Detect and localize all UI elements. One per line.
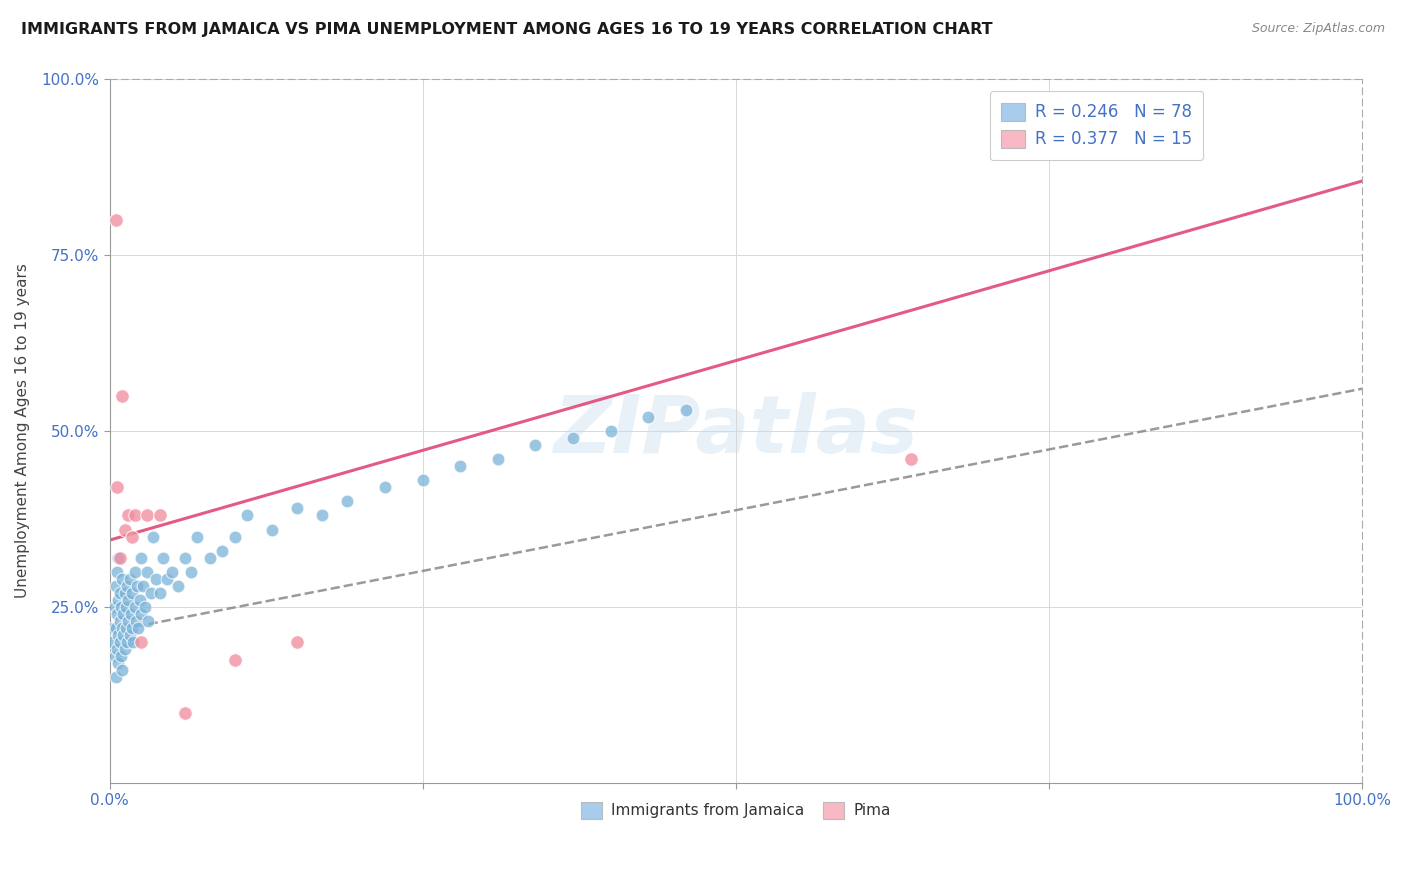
Point (117, 614, 139, 628)
Point (124, 600, 146, 615)
Point (198, 550, 221, 565)
Point (112, 607, 135, 621)
Text: Source: ZipAtlas.com: Source: ZipAtlas.com (1251, 22, 1385, 36)
Text: IMMIGRANTS FROM JAMAICA VS PIMA UNEMPLOYMENT AMONG AGES 16 TO 19 YEARS CORRELATI: IMMIGRANTS FROM JAMAICA VS PIMA UNEMPLOY… (21, 22, 993, 37)
Point (236, 508, 259, 523)
Point (374, 480, 396, 494)
Point (145, 572, 167, 586)
Point (127, 621, 149, 635)
Point (124, 508, 146, 523)
Point (103, 649, 125, 664)
Point (103, 600, 125, 615)
Point (124, 565, 146, 579)
Point (125, 579, 148, 593)
Point (105, 607, 128, 621)
Point (167, 579, 190, 593)
Point (599, 424, 621, 438)
Point (104, 621, 127, 635)
Point (121, 586, 143, 600)
Legend: Immigrants from Jamaica, Pima: Immigrants from Jamaica, Pima (575, 796, 897, 825)
Point (108, 635, 131, 649)
Text: ZIPatlas: ZIPatlas (554, 392, 918, 470)
Point (111, 389, 134, 403)
Point (561, 431, 583, 445)
Point (139, 586, 162, 600)
Point (112, 628, 135, 642)
Point (114, 523, 136, 537)
Point (173, 550, 195, 565)
Point (101, 635, 124, 649)
Point (105, 642, 128, 657)
Point (103, 621, 125, 635)
Point (211, 543, 233, 558)
Point (129, 550, 152, 565)
Point (110, 649, 132, 664)
Point (117, 508, 139, 523)
Point (186, 530, 208, 544)
Point (152, 550, 174, 565)
Point (336, 494, 359, 508)
Point (104, 212, 127, 227)
Point (104, 579, 127, 593)
Point (107, 593, 129, 607)
Point (114, 600, 136, 615)
Point (132, 579, 155, 593)
Point (142, 530, 165, 544)
Point (108, 586, 131, 600)
Point (111, 621, 134, 635)
Point (125, 614, 148, 628)
Point (128, 593, 150, 607)
Point (287, 635, 309, 649)
Point (138, 614, 160, 628)
Y-axis label: Unemployment Among Ages 16 to 19 years: Unemployment Among Ages 16 to 19 years (15, 263, 30, 599)
Point (107, 657, 129, 671)
Point (105, 480, 128, 494)
Point (111, 664, 134, 678)
Point (224, 653, 246, 667)
Point (900, 452, 922, 467)
Point (160, 565, 183, 579)
Point (107, 550, 129, 565)
Point (108, 550, 131, 565)
Point (156, 572, 179, 586)
Point (412, 473, 434, 487)
Point (115, 579, 138, 593)
Point (120, 607, 142, 621)
Point (149, 586, 172, 600)
Point (149, 508, 172, 523)
Point (104, 670, 127, 684)
Point (117, 593, 139, 607)
Point (637, 409, 659, 424)
Point (121, 530, 143, 544)
Point (675, 403, 697, 417)
Point (114, 621, 136, 635)
Point (122, 635, 145, 649)
Point (311, 508, 333, 523)
Point (136, 565, 159, 579)
Point (224, 530, 246, 544)
Point (129, 607, 152, 621)
Point (118, 572, 141, 586)
Point (173, 706, 195, 720)
Point (114, 586, 136, 600)
Point (180, 565, 202, 579)
Point (107, 628, 129, 642)
Point (486, 452, 509, 467)
Point (136, 508, 159, 523)
Point (118, 628, 141, 642)
Point (129, 635, 152, 649)
Point (110, 600, 132, 615)
Point (114, 642, 136, 657)
Point (134, 600, 156, 615)
Point (287, 501, 309, 516)
Point (115, 635, 138, 649)
Point (262, 523, 284, 537)
Point (105, 565, 128, 579)
Point (121, 621, 143, 635)
Point (449, 459, 471, 474)
Point (524, 438, 547, 452)
Point (111, 572, 134, 586)
Point (108, 614, 131, 628)
